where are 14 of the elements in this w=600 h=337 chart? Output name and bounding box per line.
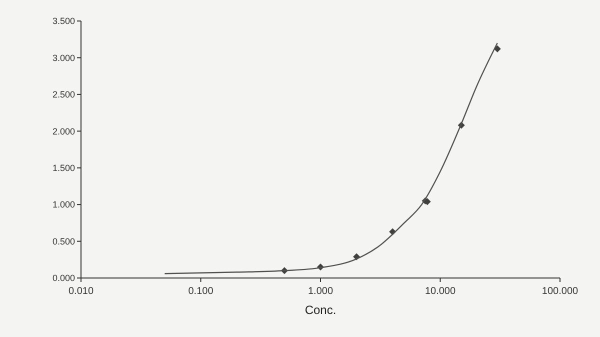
x-tick-label: 1.000 [308,286,334,297]
x-tick-label: 10.000 [424,286,456,297]
x-tick-label: 0.010 [68,286,94,297]
y-tick-label: 0.500 [52,236,75,246]
y-tick-label: 3.500 [52,16,75,26]
x-tick-label: 100.000 [542,286,579,297]
y-tick-label: 1.500 [52,163,75,174]
y-tick-label: 2.000 [52,126,75,136]
y-tick-label: 1.000 [52,200,75,210]
y-tick-label: 2.500 [52,90,75,100]
x-tick-label: 0.100 [188,286,214,297]
y-tick-label: 3.000 [52,52,75,63]
y-tick-label: 0.000 [52,273,75,284]
x-axis-title: Conc. [304,303,336,317]
